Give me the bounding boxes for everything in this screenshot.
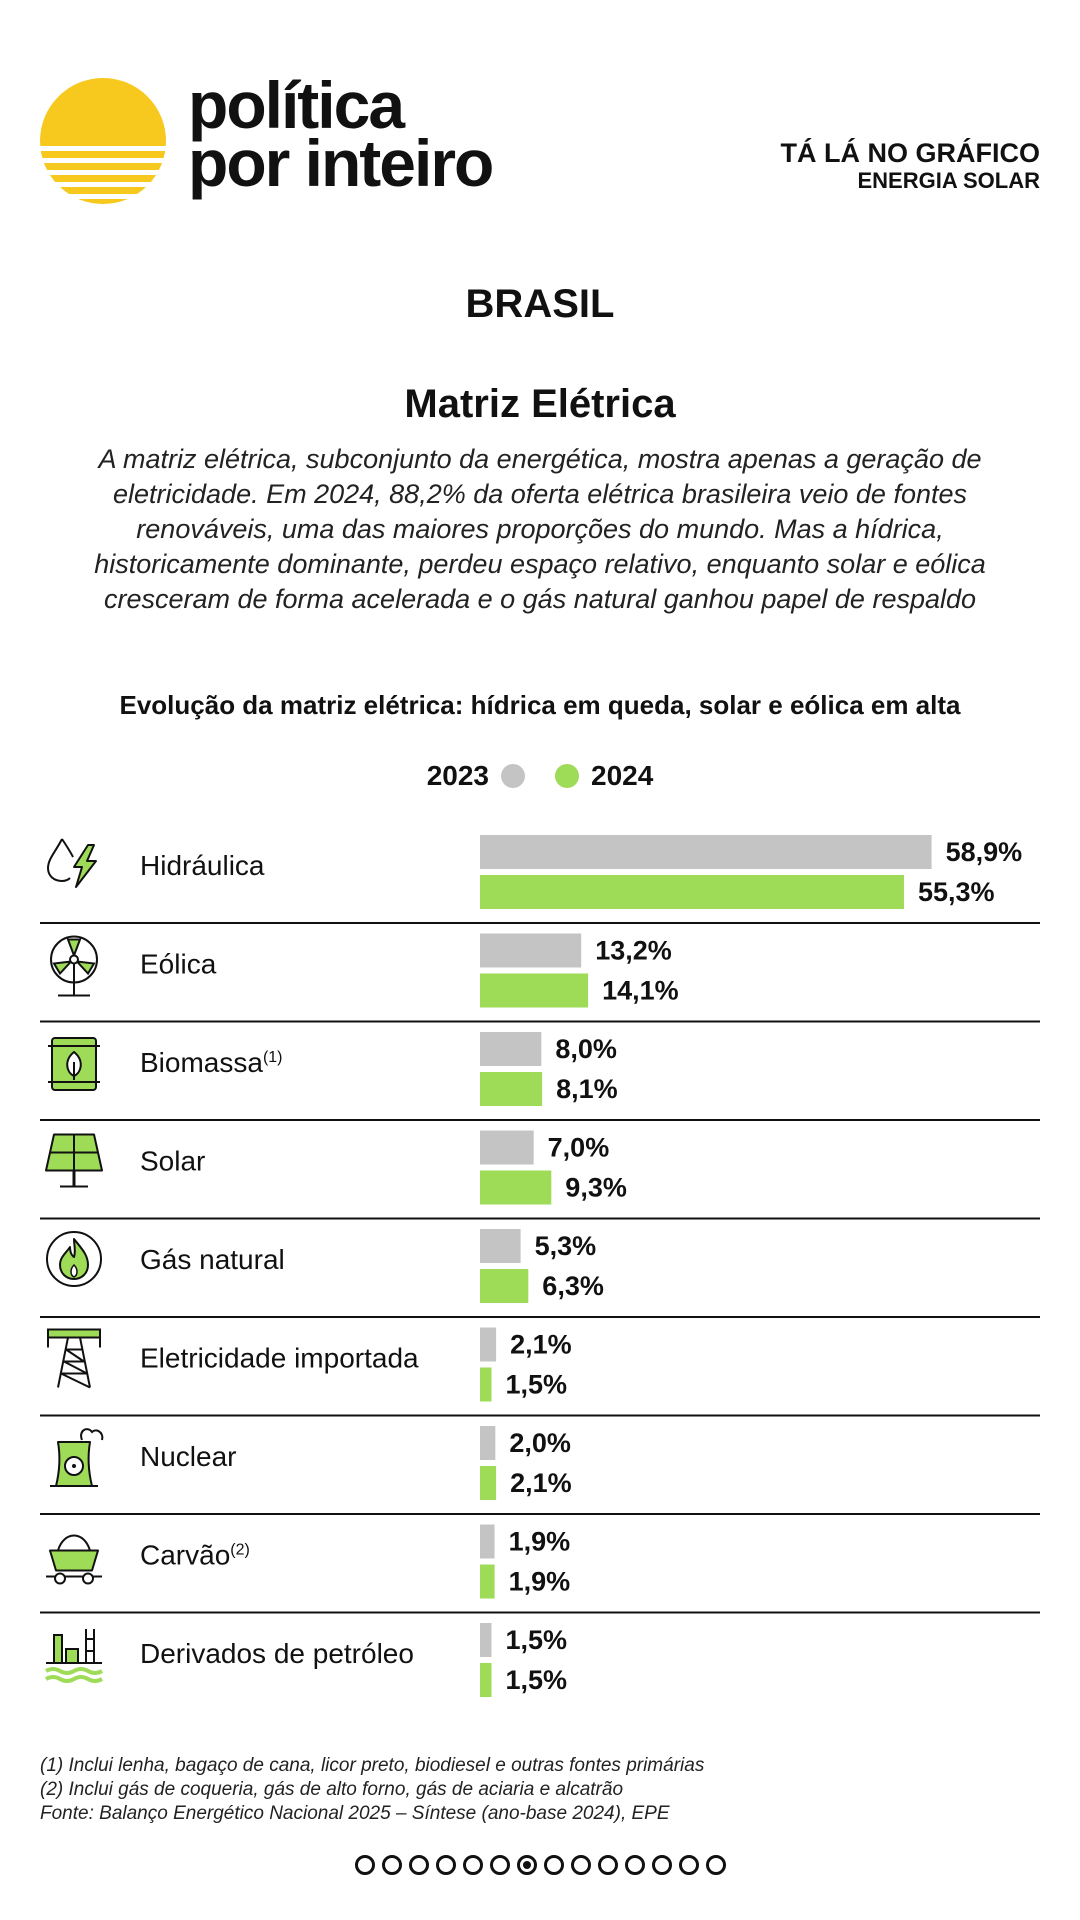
pager-dot[interactable] <box>570 1855 591 1875</box>
data-label-2024: 9,3% <box>565 1173 627 1203</box>
category-label: Biomassa(1) <box>140 1047 283 1078</box>
legend-dot-2023 <box>501 764 525 788</box>
category-label: Derivados de petróleo <box>140 1638 414 1669</box>
legend-dot-2024 <box>555 764 579 788</box>
bar-2024 <box>480 1663 492 1697</box>
footnotes: (1) Inclui lenha, bagaço de cana, licor … <box>40 1754 704 1826</box>
biomass-barrel-icon <box>48 1037 100 1091</box>
pager-dot[interactable] <box>597 1855 618 1875</box>
section-tag: TÁ LÁ NO GRÁFICO ENERGIA SOLAR <box>781 138 1040 194</box>
pager-dot[interactable] <box>624 1855 645 1875</box>
pager-dot[interactable] <box>462 1855 483 1875</box>
bar-2023 <box>480 1229 521 1263</box>
bar-2023 <box>480 1130 534 1165</box>
data-label-2023: 8,0% <box>555 1034 617 1064</box>
tag-line-2: ENERGIA SOLAR <box>857 168 1040 193</box>
page-title: Matriz Elétrica <box>404 382 676 426</box>
bar-2023 <box>480 1426 496 1460</box>
brand-line-1: política <box>188 68 405 142</box>
data-label-2023: 2,1% <box>510 1330 572 1360</box>
pager-dot[interactable] <box>543 1855 564 1875</box>
category-label: Eletricidade importada <box>140 1343 419 1374</box>
brand-line-2: por inteiro <box>188 126 494 200</box>
data-label-2024: 1,5% <box>506 1665 568 1695</box>
data-label-2023: 58,9% <box>946 837 1023 867</box>
transmission-tower-icon <box>47 1328 101 1389</box>
sun-logo-icon <box>40 78 166 204</box>
pager-dot[interactable] <box>435 1855 456 1875</box>
category-label: Gás natural <box>140 1244 285 1275</box>
data-label-2023: 2,0% <box>509 1428 571 1458</box>
brand-name: política por inteiro <box>188 68 494 200</box>
bar-2023 <box>480 933 582 968</box>
bar-2024 <box>480 1564 495 1599</box>
source-note: Fonte: Balanço Energético Nacional 2025 … <box>40 1803 670 1824</box>
brand-logo: política por inteiro <box>40 68 560 208</box>
water-lightning-icon <box>46 838 97 888</box>
bar-2024 <box>480 1466 497 1500</box>
pager-dot[interactable] <box>705 1855 726 1875</box>
nuclear-plant-icon <box>50 1428 104 1487</box>
bar-2023 <box>480 1032 542 1066</box>
pager-dot[interactable] <box>678 1855 699 1875</box>
pager-dot[interactable] <box>381 1855 402 1875</box>
pager-dot[interactable] <box>489 1855 510 1875</box>
footnote-2: (2) Inclui gás de coqueria, gás de alto … <box>40 1779 624 1800</box>
category-label: Solar <box>140 1146 205 1177</box>
footnote-marker: (1) <box>263 1049 283 1066</box>
legend-label-2023: 2023 <box>426 760 489 791</box>
bar-2024 <box>480 1367 492 1402</box>
description: A matriz elétrica, subconjunto da energé… <box>94 444 986 614</box>
data-label-2024: 14,1% <box>602 976 679 1006</box>
solar-panel-icon <box>45 1133 103 1188</box>
category-label: Nuclear <box>140 1441 236 1472</box>
chart-title: Evolução da matriz elétrica: hídrica em … <box>119 690 961 720</box>
bar-2023 <box>480 1623 492 1657</box>
pager-dot[interactable] <box>516 1855 537 1875</box>
legend-label-2024: 2024 <box>591 760 654 791</box>
data-label-2024: 1,9% <box>509 1567 571 1597</box>
wind-turbine-icon <box>50 935 98 997</box>
data-label-2023: 1,5% <box>506 1625 568 1655</box>
data-label-2024: 55,3% <box>918 877 995 907</box>
data-label-2023: 7,0% <box>548 1133 610 1163</box>
pager-dot[interactable] <box>408 1855 429 1875</box>
pager-dot[interactable] <box>354 1855 375 1875</box>
category-label: Hidráulica <box>140 850 265 881</box>
bar-2023 <box>480 1327 497 1362</box>
bar-2024 <box>480 1269 529 1303</box>
bar-2024 <box>480 1170 552 1205</box>
pager-dot[interactable] <box>651 1855 672 1875</box>
oil-refinery-icon <box>45 1629 103 1683</box>
category-label: Carvão(2) <box>140 1540 250 1571</box>
data-label-2024: 2,1% <box>510 1468 572 1498</box>
footnote-1: (1) Inclui lenha, bagaço de cana, licor … <box>40 1755 705 1776</box>
data-label-2024: 8,1% <box>556 1074 618 1104</box>
bar-2024 <box>480 973 589 1008</box>
country-heading: BRASIL <box>465 282 615 326</box>
bar-2024 <box>480 875 904 909</box>
data-label-2023: 1,9% <box>509 1527 571 1557</box>
bar-chart: Hidráulica 58,9% 55,3% Eólica 13,2% 14,1% Biom… <box>40 835 1040 1697</box>
bar-2024 <box>480 1072 543 1106</box>
data-label-2023: 13,2% <box>595 936 672 966</box>
data-label-2023: 5,3% <box>535 1231 597 1261</box>
footnote-marker: (2) <box>230 1542 250 1559</box>
category-label: Eólica <box>140 949 217 980</box>
carousel-pager <box>0 1855 1080 1875</box>
coal-cart-icon <box>46 1534 102 1585</box>
data-label-2024: 6,3% <box>542 1271 604 1301</box>
tag-line-1: TÁ LÁ NO GRÁFICO <box>780 138 1040 168</box>
data-label-2024: 1,5% <box>506 1370 568 1400</box>
bar-2023 <box>480 835 932 869</box>
gas-flame-icon <box>46 1231 102 1287</box>
bar-2023 <box>480 1524 495 1559</box>
chart-legend: 2023 2024 <box>0 760 1080 792</box>
